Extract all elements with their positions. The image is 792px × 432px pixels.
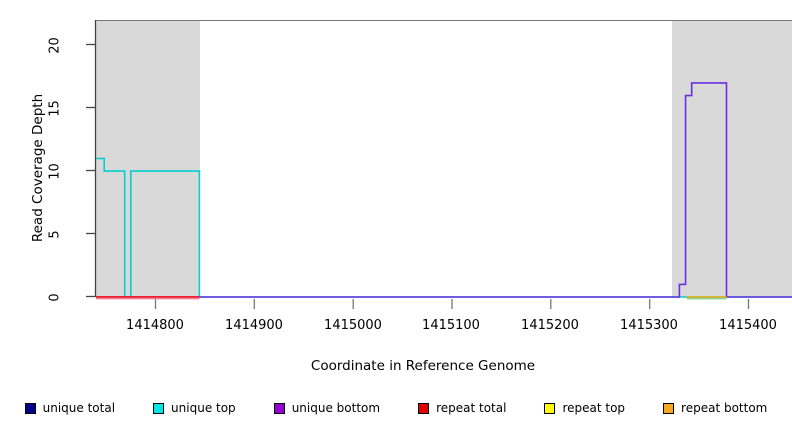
shaded-region-right	[672, 20, 792, 297]
legend-item-repeat-top[interactable]: repeat top	[544, 401, 625, 415]
legend-label-repeat-total: repeat total	[436, 401, 507, 415]
legend-label-repeat-top: repeat top	[562, 401, 626, 415]
legend-swatch-unique-total	[24, 402, 36, 414]
legend-item-unique-total[interactable]: unique total	[24, 401, 116, 415]
trace-layer	[96, 82, 792, 300]
legend-spacer	[380, 408, 418, 409]
legend-label-unique-total: unique total	[42, 401, 116, 415]
shaded-region-left	[96, 20, 200, 297]
x-tick-label-1415100: 1415100	[422, 318, 480, 333]
legend-label-unique-top: unique top	[171, 401, 236, 415]
x-tick-label-1415000: 1415000	[324, 318, 382, 333]
legend-swatch-unique-bottom	[273, 402, 285, 414]
x-axis-title: Coordinate in Reference Genome	[310, 358, 536, 374]
legend-swatch-repeat-total	[418, 402, 430, 414]
legend-swatch-unique-top	[153, 402, 165, 414]
legend-label-repeat-bottom: repeat bottom	[681, 401, 768, 415]
x-tick-label-1414800: 1414800	[126, 318, 184, 333]
x-tick-label-1414900: 1414900	[225, 318, 283, 333]
chart-legend: unique total unique top unique bottom re…	[0, 398, 792, 418]
legend-item-repeat-total[interactable]: repeat total	[418, 401, 506, 415]
legend-spacer	[236, 408, 274, 409]
legend-swatch-repeat-top	[544, 402, 556, 414]
x-tick-label-1415300: 1415300	[620, 318, 678, 333]
legend-swatch-repeat-bottom	[663, 402, 675, 414]
x-tick-label-1415200: 1415200	[521, 318, 579, 333]
legend-item-unique-bottom[interactable]: unique bottom	[273, 401, 381, 415]
legend-item-repeat-bottom[interactable]: repeat bottom	[663, 401, 767, 415]
legend-spacer	[115, 408, 153, 409]
legend-label-unique-bottom: unique bottom	[291, 401, 381, 415]
legend-spacer	[625, 408, 663, 409]
x-tick-label-1415400: 1415400	[719, 318, 777, 333]
legend-item-unique-top[interactable]: unique top	[153, 401, 236, 415]
legend-spacer	[506, 408, 544, 409]
trace-unique-bottom	[96, 82, 792, 298]
